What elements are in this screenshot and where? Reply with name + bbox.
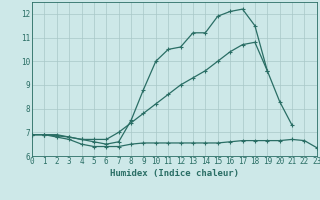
- X-axis label: Humidex (Indice chaleur): Humidex (Indice chaleur): [110, 169, 239, 178]
